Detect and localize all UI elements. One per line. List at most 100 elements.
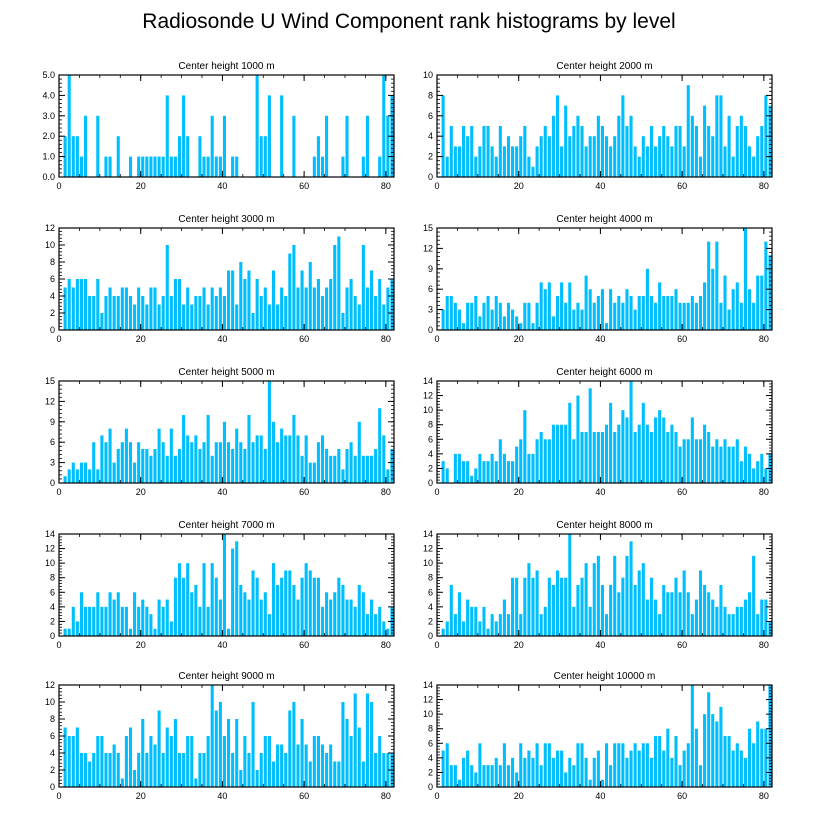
histogram-bar: [666, 728, 670, 787]
histogram-bar: [519, 136, 523, 177]
y-tick-label: 6: [50, 587, 55, 597]
histogram-bar: [462, 757, 466, 787]
x-tick-label: 60: [299, 334, 309, 344]
y-tick-label: 12: [423, 391, 433, 401]
x-tick-label: 40: [217, 181, 227, 191]
histogram-bar: [441, 750, 445, 787]
histogram-bar: [531, 757, 535, 787]
histogram-bar: [206, 304, 210, 330]
histogram-bar: [173, 156, 177, 177]
histogram-bar: [592, 432, 596, 483]
histogram-bar: [325, 287, 329, 330]
histogram-bar: [584, 563, 588, 636]
histogram-bar: [296, 287, 300, 330]
x-tick-label: 0: [56, 487, 61, 497]
histogram-bar: [239, 770, 243, 787]
histogram-bar: [649, 432, 654, 483]
histogram-bar: [271, 761, 276, 787]
histogram-bar: [243, 736, 247, 787]
histogram-bar: [453, 453, 457, 483]
histogram-bar: [218, 599, 222, 636]
y-tick-label: 6: [50, 731, 55, 741]
histogram-bar: [715, 241, 719, 330]
y-tick-label: 12: [45, 544, 55, 554]
y-tick-label: 3.0: [42, 111, 55, 121]
histogram-bar: [67, 279, 71, 330]
histogram-bar: [177, 753, 182, 787]
histogram-bar: [690, 614, 694, 636]
y-tick-label: 12: [423, 695, 433, 705]
histogram-bar: [177, 136, 182, 177]
histogram-bar: [564, 424, 568, 483]
histogram-bar: [304, 287, 308, 330]
histogram-bar: [715, 606, 719, 636]
histogram-bar: [341, 702, 345, 787]
histogram-bar: [707, 692, 711, 787]
histogram-bar: [75, 727, 79, 787]
histogram-bar: [357, 421, 361, 483]
histogram-bar: [756, 461, 760, 483]
panel-title: Center height 4000 m: [556, 214, 652, 225]
x-tick-label: 60: [299, 487, 309, 497]
y-tick-label: 8: [50, 573, 55, 583]
histogram-bar: [747, 728, 752, 787]
histogram-bar: [686, 302, 690, 330]
histogram-bar: [345, 599, 349, 636]
histogram-bar: [108, 428, 112, 483]
histogram-bar: [210, 287, 214, 330]
histogram-bar: [157, 710, 161, 787]
histogram-bar: [568, 534, 572, 636]
y-tick-label: 6: [50, 437, 55, 447]
histogram-bar: [486, 296, 490, 330]
histogram-bar: [280, 428, 284, 483]
histogram-bar: [470, 475, 474, 483]
histogram-bar: [596, 296, 600, 330]
histogram-bar: [764, 241, 768, 330]
histogram-bar: [190, 736, 194, 787]
histogram-bar: [613, 743, 617, 787]
histogram-bar: [165, 455, 169, 483]
histogram-bar: [531, 166, 535, 177]
histogram-bar: [457, 779, 462, 787]
histogram-bar: [498, 765, 502, 787]
histogram-bar: [263, 736, 267, 787]
histogram-bar: [678, 765, 682, 787]
histogram-bar: [482, 461, 486, 483]
x-tick-label: 40: [217, 791, 227, 801]
histogram-bar: [752, 302, 756, 330]
histogram-bar: [482, 302, 486, 330]
y-tick-label: 10: [45, 558, 55, 568]
histogram-bar: [169, 428, 173, 483]
histogram-bar: [715, 721, 719, 787]
histogram-bar: [617, 424, 621, 483]
histogram-bar: [116, 753, 120, 787]
histogram-bar: [490, 765, 494, 787]
histogram-bar: [84, 462, 88, 483]
histogram-bar: [531, 323, 535, 330]
histogram-bar: [108, 753, 112, 787]
histogram-bar: [551, 115, 555, 177]
panel-title: Center height 10000 m: [554, 671, 656, 682]
histogram-bar: [768, 105, 772, 177]
panel-title: Center height 3000 m: [178, 214, 274, 225]
histogram-bar: [686, 85, 690, 177]
histogram-bar: [161, 296, 165, 330]
histogram-bar: [502, 599, 506, 636]
histogram-bar: [588, 779, 592, 787]
histogram-bar: [84, 115, 88, 177]
histogram-bar: [474, 606, 478, 636]
histogram-bar: [609, 585, 613, 636]
histogram-bar: [153, 449, 157, 483]
histogram-bar: [649, 296, 654, 330]
x-tick-label: 40: [595, 487, 605, 497]
histogram-bar: [637, 296, 641, 330]
y-tick-label: 0: [50, 631, 55, 641]
x-tick-label: 0: [56, 334, 61, 344]
histogram-bar: [202, 287, 206, 330]
histogram-bar: [519, 614, 523, 636]
histogram-bar: [743, 446, 747, 483]
histogram-bar: [723, 275, 727, 330]
histogram-bar: [71, 136, 75, 177]
histogram-bar: [568, 282, 572, 330]
histogram-bar: [600, 585, 604, 636]
